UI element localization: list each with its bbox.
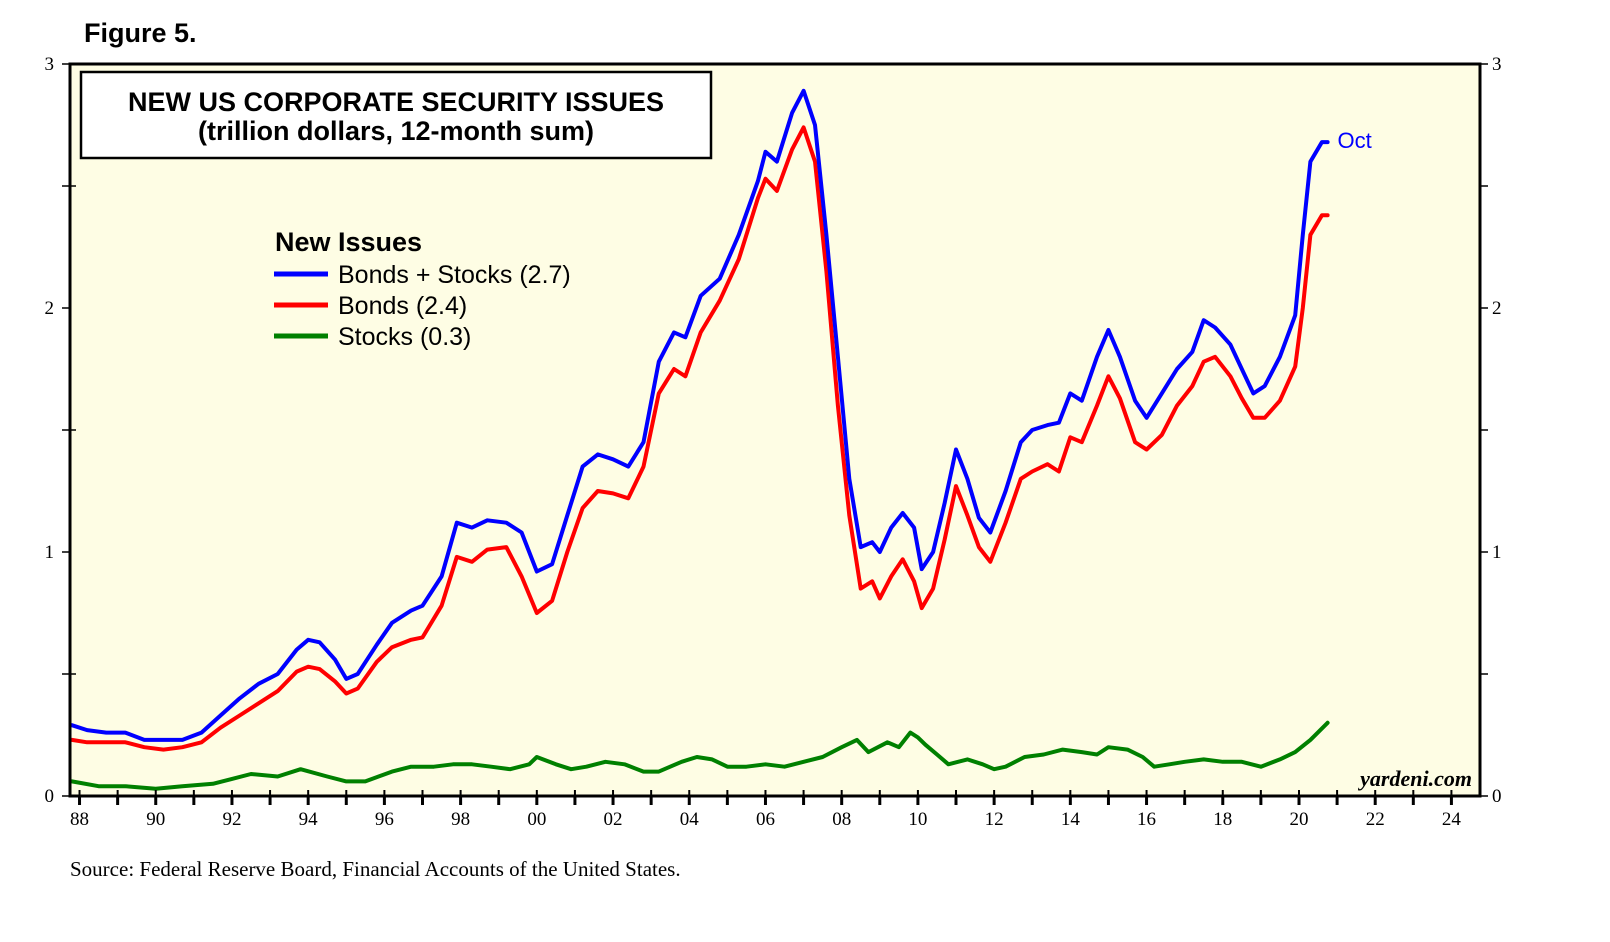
series-lines xyxy=(69,88,1330,791)
x-tick-label: 04 xyxy=(680,809,700,830)
x-tick-label: 90 xyxy=(146,809,165,830)
x-tick-label: 14 xyxy=(1061,809,1081,830)
series-line-bonds-plus-stocks xyxy=(69,88,1330,742)
y-tick-label-right: 3 xyxy=(1492,54,1502,75)
y-tick-label-left: 0 xyxy=(45,786,55,807)
chart-title: NEW US CORPORATE SECURITY ISSUES xyxy=(128,87,664,117)
x-tick-label: 96 xyxy=(375,809,394,830)
x-tick-label: 10 xyxy=(908,809,927,830)
x-tick-label: 92 xyxy=(222,809,241,830)
chart-subtitle: (trillion dollars, 12-month sum) xyxy=(198,116,594,146)
legend-label-bonds-plus-stocks: Bonds + Stocks (2.7) xyxy=(338,261,571,289)
x-tick-label: 20 xyxy=(1289,809,1308,830)
legend-label-bonds: Bonds (2.4) xyxy=(338,292,467,320)
annotation-oct: Oct xyxy=(1337,128,1371,153)
series-line-bonds xyxy=(69,125,1330,752)
watermark: yardeni.com xyxy=(1357,766,1472,791)
y-tick-label-left: 1 xyxy=(45,542,55,563)
x-tick-label: 88 xyxy=(70,809,89,830)
x-tick-label: 18 xyxy=(1213,809,1232,830)
legend-label-stocks: Stocks (0.3) xyxy=(338,323,471,351)
y-tick-label-right: 2 xyxy=(1492,298,1502,319)
legend-title: New Issues xyxy=(275,227,422,257)
x-tick-label: 24 xyxy=(1442,809,1462,830)
y-tick-label-right: 1 xyxy=(1492,542,1502,563)
x-tick-label: 12 xyxy=(985,809,1004,830)
figure-label: Figure 5. xyxy=(84,18,197,48)
x-tick-label: 00 xyxy=(527,809,546,830)
axes: 88 90 92 94 96 98 00 02 04 06 08 10 12 14 16 18 20 22 240 0… xyxy=(45,54,1502,830)
x-tick-label: 16 xyxy=(1137,809,1156,830)
y-tick-label-left: 3 xyxy=(45,54,55,75)
title-box: NEW US CORPORATE SECURITY ISSUES (trilli… xyxy=(79,70,713,160)
y-tick-label-left: 2 xyxy=(45,298,55,319)
x-tick-label: 08 xyxy=(832,809,851,830)
x-tick-label: 22 xyxy=(1366,809,1385,830)
x-tick-label: 06 xyxy=(756,809,775,830)
y-tick-label-right: 0 xyxy=(1492,786,1502,807)
x-tick-label: 02 xyxy=(604,809,623,830)
x-tick-label: 98 xyxy=(451,809,470,830)
series-line-stocks xyxy=(69,720,1330,791)
legend: New Issues Bonds + Stocks (2.7) Bonds (2… xyxy=(274,227,571,351)
source-note: Source: Federal Reserve Board, Financial… xyxy=(70,857,681,881)
x-tick-label: 94 xyxy=(299,809,319,830)
